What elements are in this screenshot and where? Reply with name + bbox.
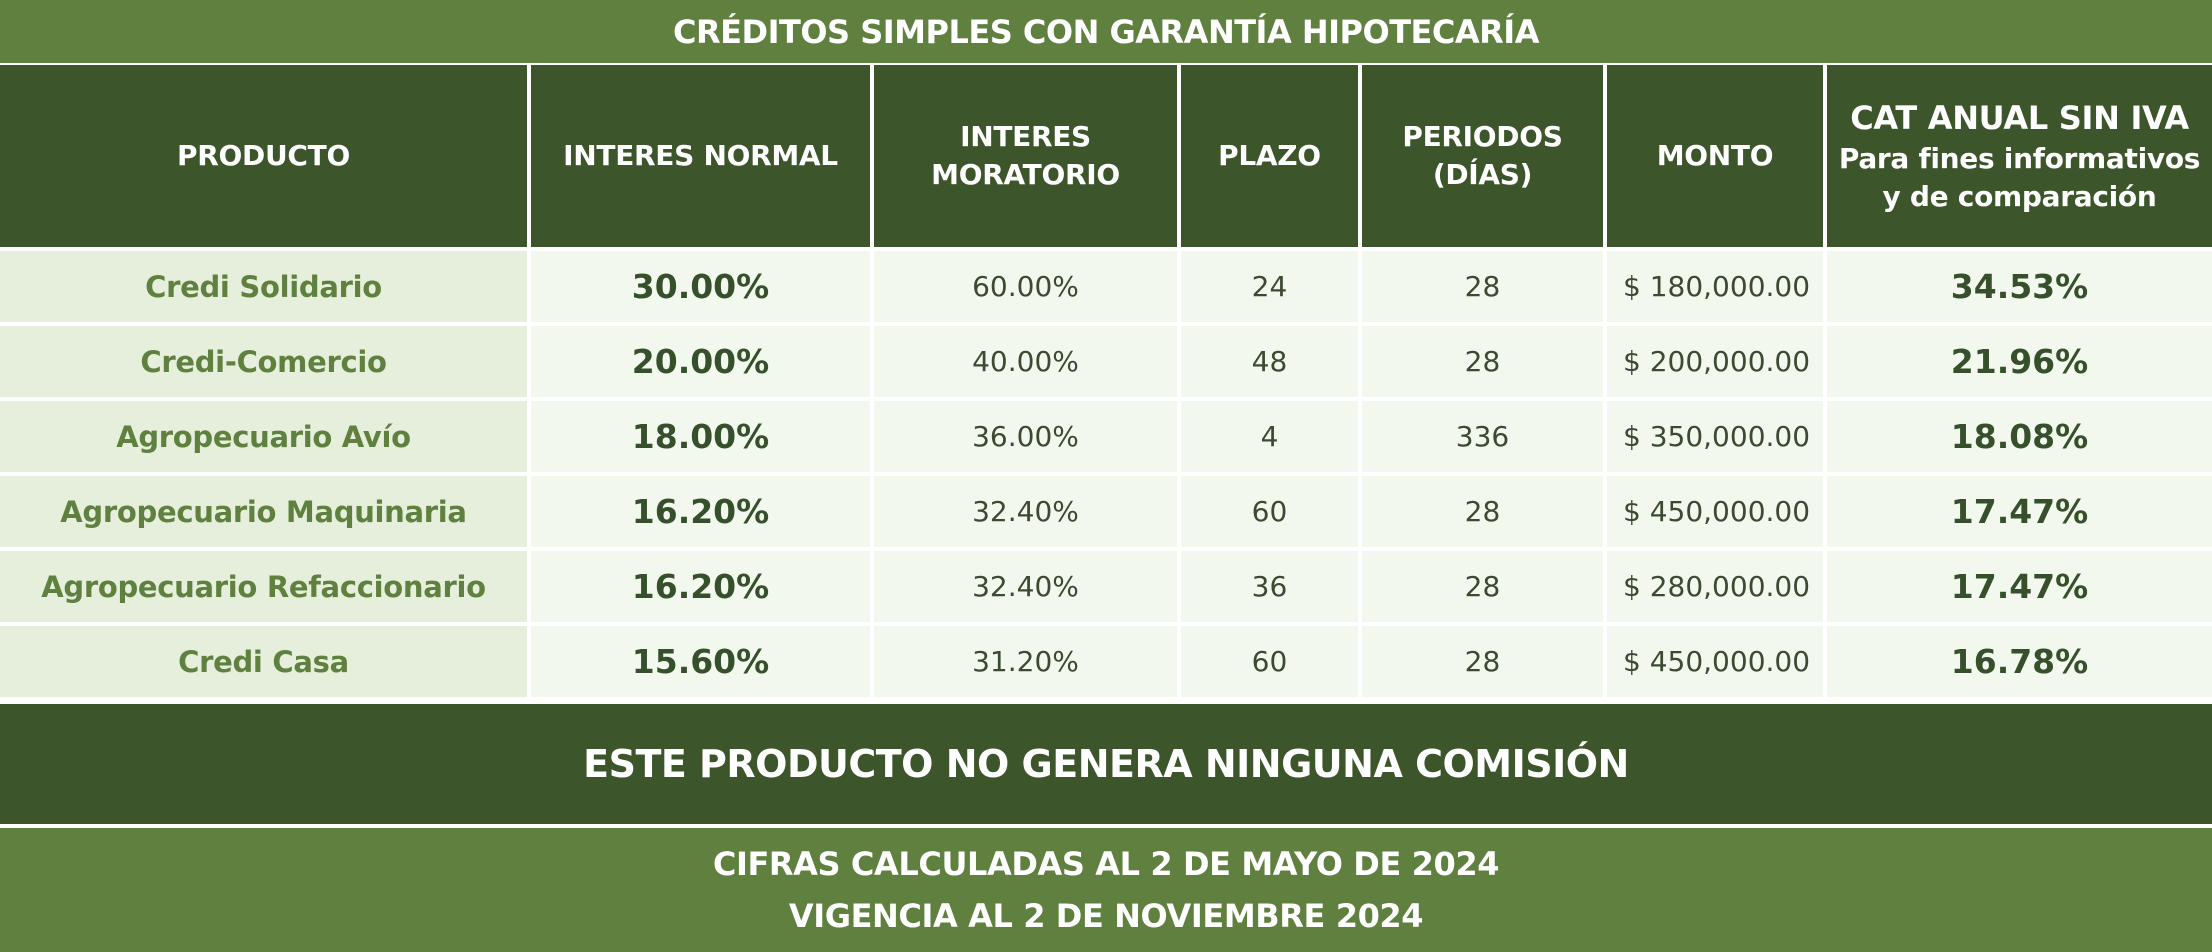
cell-interes-moratorio: 36.00% [874,401,1181,476]
cell-interes-normal: 15.60% [531,626,874,701]
cell-plazo: 4 [1181,401,1362,476]
cell-cat: 17.47% [1827,476,2212,551]
cell-producto: Credi-Comercio [0,326,531,401]
header-producto: PRODUCTO [0,65,531,251]
cell-periodos: 28 [1362,251,1607,326]
cell-monto: $ 450,000.00 [1607,476,1827,551]
cell-interes-moratorio: 40.00% [874,326,1181,401]
header-interes-moratorio: INTERES MORATORIO [874,65,1181,251]
header-cat: CAT ANUAL SIN IVA Para fines informativo… [1827,65,2212,251]
header-cat-line3: y de comparación [1882,179,2157,213]
cell-monto: $ 280,000.00 [1607,551,1827,626]
table-row: Credi Solidario 30.00% 60.00% 24 28 $ 18… [0,251,2212,326]
footer-calculation-date: CIFRAS CALCULADAS AL 2 DE MAYO DE 2024 [712,845,1500,883]
page-title: CRÉDITOS SIMPLES CON GARANTÍA HIPOTECARÍ… [0,0,2212,63]
cell-plazo: 60 [1181,476,1362,551]
cell-periodos: 336 [1362,401,1607,476]
cell-monto: $ 180,000.00 [1607,251,1827,326]
table-row: Credi Casa 15.60% 31.20% 60 28 $ 450,000… [0,626,2212,701]
cell-interes-moratorio: 31.20% [874,626,1181,701]
cell-producto: Agropecuario Maquinaria [0,476,531,551]
cell-periodos: 28 [1362,626,1607,701]
header-periodos-line1: PERIODOS [1402,120,1563,154]
cell-monto: $ 200,000.00 [1607,326,1827,401]
table-row: Agropecuario Avío 18.00% 36.00% 4 336 $ … [0,401,2212,476]
header-cat-line2: Para fines informativos [1838,141,2201,175]
header-interes-moratorio-line1: INTERES [960,120,1091,154]
cell-cat: 18.08% [1827,401,2212,476]
commission-note: ESTE PRODUCTO NO GENERA NINGUNA COMISIÓN [0,704,2212,824]
cell-monto: $ 450,000.00 [1607,626,1827,701]
cell-periodos: 28 [1362,551,1607,626]
cell-monto: $ 350,000.00 [1607,401,1827,476]
table-header-row: PRODUCTO INTERES NORMAL INTERES MORATORI… [0,65,2212,251]
cell-plazo: 24 [1181,251,1362,326]
cell-interes-normal: 18.00% [531,401,874,476]
cell-producto: Agropecuario Refaccionario [0,551,531,626]
cell-cat: 16.78% [1827,626,2212,701]
cell-interes-moratorio: 32.40% [874,476,1181,551]
cell-cat: 34.53% [1827,251,2212,326]
cell-plazo: 36 [1181,551,1362,626]
header-interes-moratorio-line2: MORATORIO [931,158,1120,191]
header-periodos: PERIODOS (DÍAS) [1362,65,1607,251]
cell-interes-normal: 20.00% [531,326,874,401]
cell-plazo: 48 [1181,326,1362,401]
header-periodos-line2: (DÍAS) [1432,158,1533,191]
cell-producto: Credi Solidario [0,251,531,326]
cell-interes-normal: 30.00% [531,251,874,326]
cell-periodos: 28 [1362,476,1607,551]
table-row: Credi-Comercio 20.00% 40.00% 48 28 $ 200… [0,326,2212,401]
rates-table: PRODUCTO INTERES NORMAL INTERES MORATORI… [0,65,2212,701]
cell-producto: Credi Casa [0,626,531,701]
cell-cat: 17.47% [1827,551,2212,626]
header-monto: MONTO [1607,65,1827,251]
cell-periodos: 28 [1362,326,1607,401]
cell-interes-normal: 16.20% [531,476,874,551]
cell-interes-moratorio: 32.40% [874,551,1181,626]
cell-interes-moratorio: 60.00% [874,251,1181,326]
table-row: Agropecuario Maquinaria 16.20% 32.40% 60… [0,476,2212,551]
cell-cat: 21.96% [1827,326,2212,401]
header-plazo: PLAZO [1181,65,1362,251]
footer: CIFRAS CALCULADAS AL 2 DE MAYO DE 2024 V… [0,828,2212,952]
cell-producto: Agropecuario Avío [0,401,531,476]
footer-validity-date: VIGENCIA AL 2 DE NOVIEMBRE 2024 [788,897,1424,935]
table-row: Agropecuario Refaccionario 16.20% 32.40%… [0,551,2212,626]
cell-interes-normal: 16.20% [531,551,874,626]
cell-plazo: 60 [1181,626,1362,701]
header-cat-line1: CAT ANUAL SIN IVA [1850,98,2189,137]
header-interes-normal: INTERES NORMAL [531,65,874,251]
